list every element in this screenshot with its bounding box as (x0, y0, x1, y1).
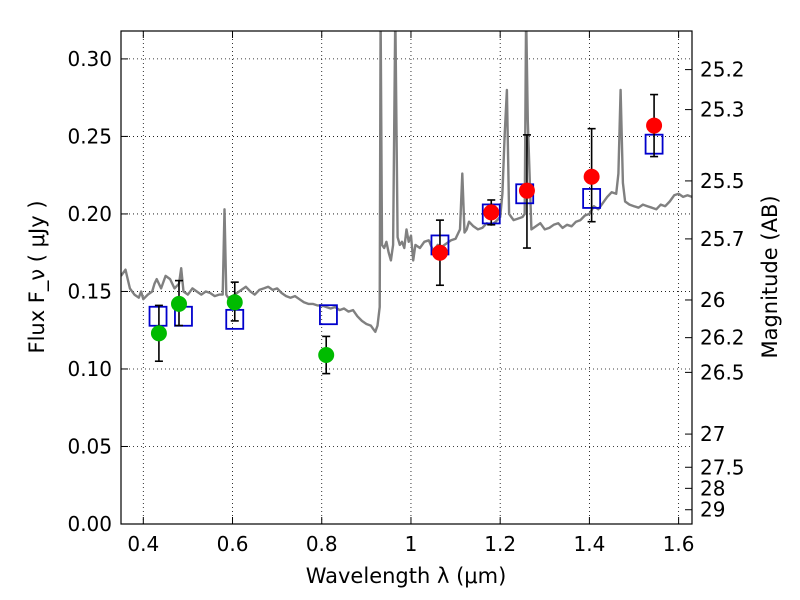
x-tick-label: 0.6 (217, 532, 249, 556)
x-axis-label: Wavelength λ (μm) (306, 564, 507, 588)
right-tick-label: 29 (700, 498, 725, 522)
x-tick-label: 1.6 (663, 532, 695, 556)
y-tick-label: 0.10 (67, 357, 112, 381)
y-tick-label: 0.05 (67, 434, 112, 458)
plot-frame (120, 30, 693, 525)
data-point (226, 294, 243, 311)
data-point (150, 325, 167, 342)
data-point (170, 295, 187, 312)
x-tick-label: 1.4 (573, 532, 605, 556)
right-tick-label: 26 (700, 288, 725, 312)
right-tick-label: 27.5 (700, 455, 745, 479)
right-tick-label: 26.5 (700, 360, 745, 384)
y-tick-label: 0.00 (67, 512, 112, 536)
right-tick-label: 27 (700, 422, 725, 446)
data-point (483, 204, 500, 221)
right-tick-label: 26.2 (700, 326, 745, 350)
spectrum-line (121, 31, 692, 333)
x-tick-label: 0.4 (127, 532, 159, 556)
spectrum-layer (121, 31, 692, 333)
data-point (518, 182, 535, 199)
markers-layer (148, 93, 664, 375)
data-point (583, 168, 600, 185)
y-tick-label: 0.30 (67, 47, 112, 71)
right-axis-label: Magnitude (AB) (758, 195, 782, 358)
ticks: 0.4 0.6 0.8 1 1.2 1.4 1.6 0.00 0.05 0.10 0.15 0.20 0… (67, 31, 745, 556)
data-point (646, 117, 663, 134)
x-tick-label: 0.8 (306, 532, 338, 556)
model-square (319, 304, 338, 326)
right-tick-label: 25.2 (700, 58, 745, 82)
data-point (431, 244, 448, 261)
y-tick-label: 0.15 (67, 279, 112, 303)
x-tick-label: 1.2 (484, 532, 516, 556)
x-tick-label: 1 (405, 532, 418, 556)
y-axis-label: Flux F_ν ( μJy ) (25, 200, 50, 353)
right-tick-label: 28 (700, 476, 725, 500)
y-tick-label: 0.20 (67, 202, 112, 226)
y-tick-label: 0.25 (67, 124, 112, 148)
right-tick-label: 25.7 (700, 227, 745, 251)
data-point (318, 347, 335, 364)
right-tick-label: 25.3 (700, 98, 745, 122)
right-tick-label: 25.5 (700, 169, 745, 193)
